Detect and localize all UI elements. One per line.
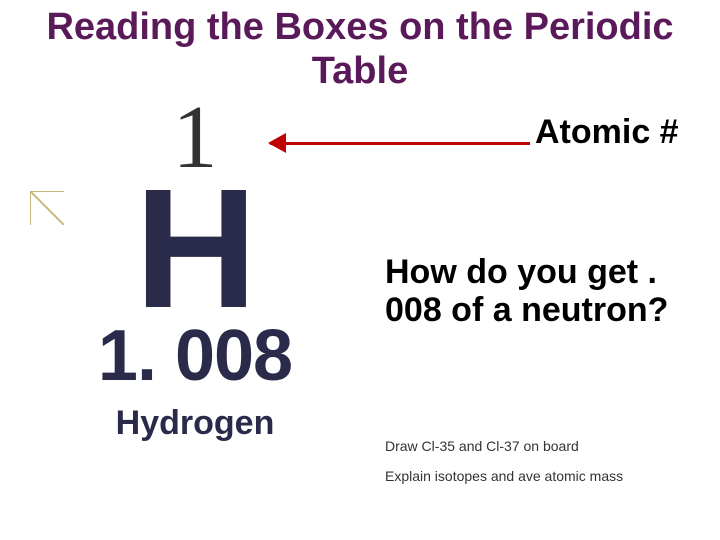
arrow-head-icon	[268, 133, 286, 153]
arrow-line	[270, 142, 530, 145]
title-text: Reading the Boxes on the Periodic Table	[46, 6, 673, 92]
arrow-atomic-number	[270, 133, 530, 153]
instructor-note-1: Draw Cl-35 and Cl-37 on board	[385, 438, 579, 454]
slide-title: Reading the Boxes on the Periodic Table	[0, 0, 720, 93]
question-text: How do you get . 008 of a neutron?	[385, 253, 705, 329]
atomic-mass: 1. 008	[30, 320, 360, 392]
content-area: 1 H 1. 008 Hydrogen Atomic # How do you …	[0, 93, 720, 533]
element-name: Hydrogen	[30, 404, 360, 443]
atomic-number-label: Atomic #	[535, 113, 679, 152]
element-symbol: H	[30, 173, 360, 326]
instructor-note-2: Explain isotopes and ave atomic mass	[385, 468, 623, 484]
